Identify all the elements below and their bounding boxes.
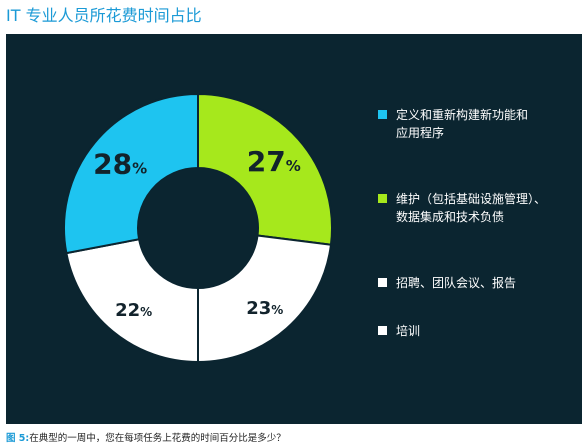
- legend-swatch-4: [378, 326, 387, 335]
- legend-label-line: 培训: [396, 324, 421, 338]
- legend-swatch-1: [378, 110, 387, 119]
- legend-item-2: 维护（包括基础设施管理）、 数据集成和技术负债: [378, 190, 578, 226]
- legend-label-line: 应用程序: [396, 126, 445, 140]
- slice-value-label-2: 27%: [247, 145, 301, 178]
- donut-hole: [138, 168, 258, 288]
- legend-label-line: 招聘、团队会议、报告: [396, 276, 517, 290]
- figure-label: 图 5:: [6, 433, 30, 444]
- legend-label-line: 数据集成和技术负债: [396, 210, 505, 224]
- legend-label-3: 招聘、团队会议、报告: [396, 274, 516, 292]
- slice-value-label-1: 28%: [93, 148, 147, 181]
- legend-item-3: 招聘、团队会议、报告: [378, 274, 578, 292]
- donut-chart: 27% 23% 22% 28%: [63, 92, 333, 364]
- chart-title: IT 专业人员所花费时间占比: [6, 6, 202, 25]
- legend-label-2: 维护（包括基础设施管理）、 数据集成和技术负债: [396, 190, 546, 226]
- legend-item-1: 定义和重新构建新功能和 应用程序: [378, 106, 578, 142]
- legend-label-line: 定义和重新构建新功能和: [396, 108, 529, 122]
- legend-label-4: 培训: [396, 322, 420, 340]
- figure-caption: 图 5:在典型的一周中，您在每项任务上花费的时间百分比是多少？: [6, 430, 286, 444]
- slice-value-label-3: 23%: [246, 298, 283, 319]
- legend-swatch-3: [378, 278, 387, 287]
- chart-panel: 27% 23% 22% 28% 定义和重新构建新功能和 应用程序 维护（包括基础设施管理）…: [6, 34, 582, 424]
- slice-value-label-4: 22%: [115, 300, 152, 321]
- legend-label-line: 维护（包括基础设施管理）、: [396, 192, 547, 206]
- legend-swatch-2: [378, 194, 387, 203]
- legend-label-1: 定义和重新构建新功能和 应用程序: [396, 106, 528, 142]
- figure-caption-text: 在典型的一周中，您在每项任务上花费的时间百分比是多少？: [29, 433, 286, 444]
- legend-item-4: 培训: [378, 322, 578, 340]
